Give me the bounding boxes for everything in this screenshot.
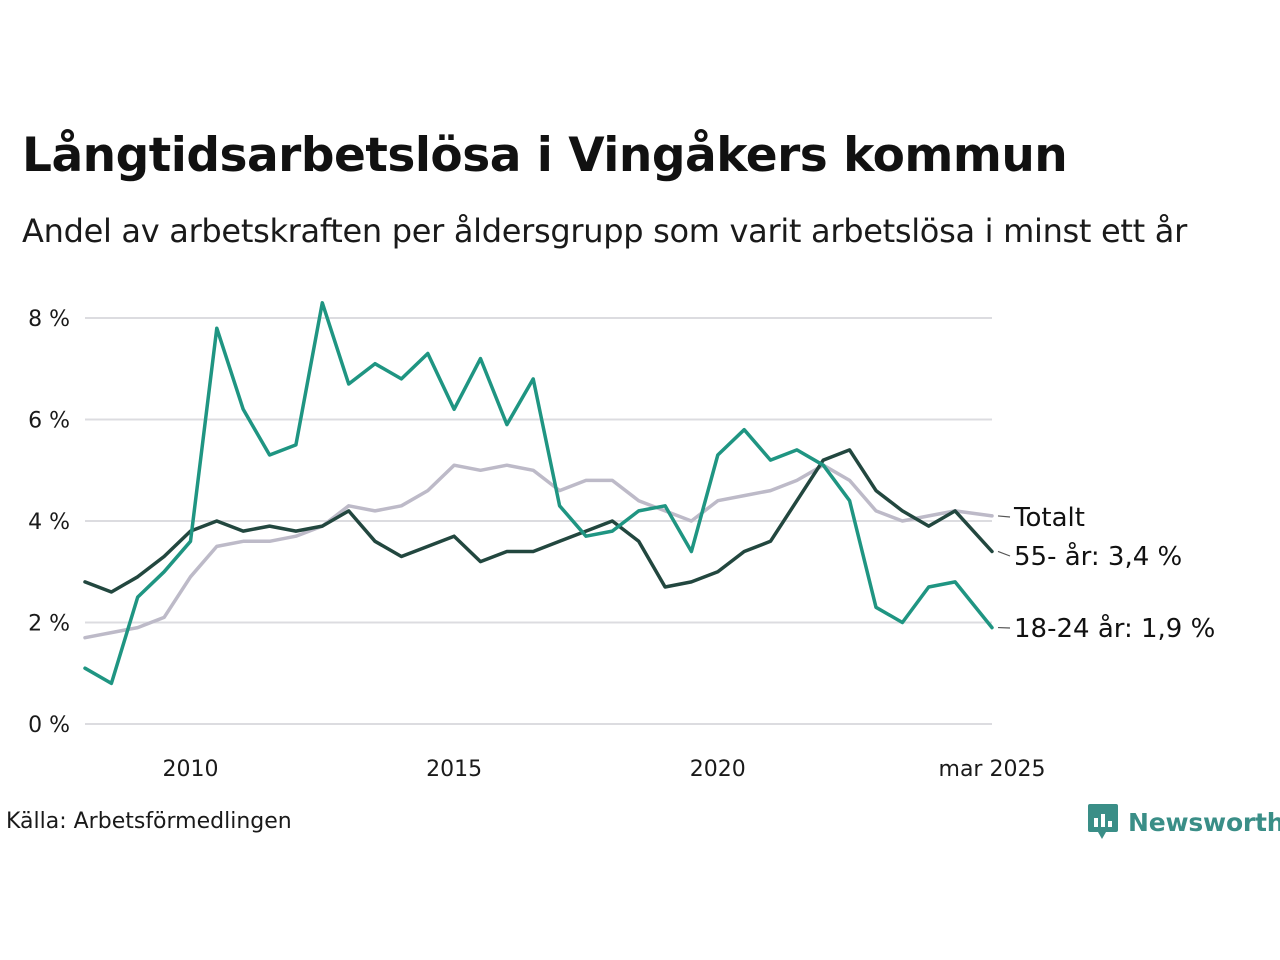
x-tick-label: 2020 — [690, 757, 746, 782]
series-line-0 — [83, 463, 994, 640]
x-axis-tick-labels: 2010 2015 2020 mar 2025 — [162, 757, 1045, 782]
series-end-labels: Totalt 55- år: 3,4 % 18-24 år: 1,9 % — [997, 503, 1215, 644]
y-tick-label: 4 % — [28, 510, 70, 535]
y-tick-label: 8 % — [28, 307, 70, 332]
series-end-label: Totalt — [1013, 503, 1085, 533]
chart-title: Långtidsarbetslösa i Vingåkers kommun — [22, 128, 1068, 183]
newsworthy-logo-icon — [1088, 804, 1118, 839]
series-end-label: 18-24 år: 1,9 % — [1014, 613, 1215, 644]
brand-name: Newsworthy — [1128, 807, 1280, 837]
series-lines — [83, 301, 994, 686]
y-tick-label: 2 % — [28, 612, 70, 637]
series-line-2 — [83, 301, 994, 686]
x-tick-label: 2010 — [162, 757, 218, 782]
series-end-label: 55- år: 3,4 % — [1014, 541, 1182, 572]
label-leader-line — [997, 515, 1011, 518]
y-tick-label: 0 % — [28, 713, 70, 738]
x-tick-label: 2015 — [426, 757, 482, 782]
newsworthy-logo[interactable]: Newsworthy — [1088, 804, 1280, 840]
gridlines — [85, 317, 992, 725]
x-tick-label: mar 2025 — [939, 757, 1046, 782]
chart-subtitle: Andel av arbetskraften per åldersgrupp s… — [22, 212, 1187, 250]
y-axis-tick-labels: 0 % 2 % 4 % 6 % 8 % — [28, 307, 70, 738]
label-leader-line — [997, 550, 1011, 557]
y-tick-label: 6 % — [28, 409, 70, 434]
series-line-1 — [83, 448, 994, 594]
source-note: Källa: Arbetsförmedlingen — [6, 809, 292, 834]
